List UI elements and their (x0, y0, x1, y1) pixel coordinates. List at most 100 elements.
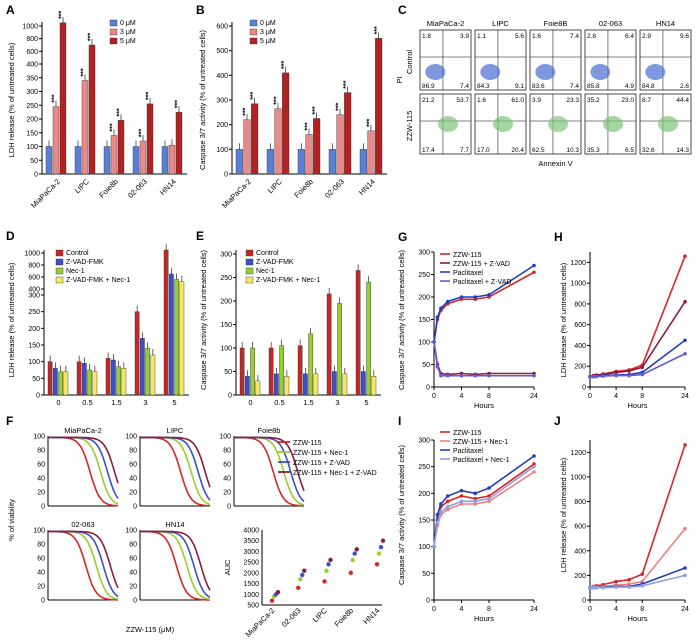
y-tick-label: 0 (34, 172, 38, 179)
legend-label: Paclitaxel (453, 448, 483, 455)
y-axis-title: LDH release (% of untreated cells) (559, 457, 568, 572)
data-point (487, 486, 491, 490)
category-label: Foie8b (333, 606, 356, 629)
bar (174, 279, 179, 396)
quadrant-value: 7.4 (460, 83, 469, 90)
x-tick-label: 0 (588, 606, 592, 613)
bar (116, 366, 121, 396)
bar (163, 249, 169, 396)
data-point (683, 351, 687, 356)
bar (344, 92, 352, 175)
auc-point (269, 598, 275, 603)
event-cloud (658, 116, 679, 132)
quadrant-value: 8.7 (642, 97, 651, 104)
y-tick-label: 1500 (243, 581, 259, 588)
series-line (589, 255, 686, 378)
data-point (683, 443, 687, 447)
significance-mark: *** (175, 100, 182, 108)
y-tick-label: 400 (574, 548, 586, 555)
y-tick-label: 250 (418, 464, 430, 471)
category-label: LIPC (266, 177, 285, 196)
category-label: 0.5 (82, 398, 92, 407)
bar (179, 281, 185, 396)
legend-label: ZZW-115 (293, 440, 322, 447)
category-label: LIPC (73, 177, 92, 196)
y-tick-label: 60 (37, 462, 45, 469)
x-tick-label: 24 (681, 606, 689, 613)
legend-swatch (55, 267, 64, 275)
legend-label: 5 μM (120, 38, 136, 45)
legend-label: 3 μM (260, 29, 276, 36)
bar (45, 146, 53, 175)
y-tick-label: 1000 (243, 592, 259, 599)
data-point (532, 454, 536, 458)
flow-plot-frame (474, 29, 527, 91)
quadrant-value: 85.8 (587, 83, 600, 90)
data-point (459, 499, 464, 504)
category-label: Foie8b (97, 177, 120, 200)
y-tick-label: 20 (37, 584, 45, 591)
legend-swatch (245, 276, 254, 284)
data-point (683, 254, 687, 258)
bar (92, 371, 98, 396)
significance-mark: *** (281, 61, 288, 69)
y-tick-label: 100 (33, 528, 45, 535)
y-tick-label: 50 (30, 158, 38, 165)
event-cloud (480, 64, 501, 80)
y-tick-label: 60 (129, 462, 137, 469)
quadrant-value: 2.8 (587, 33, 596, 40)
auc-point (324, 568, 329, 573)
y-tick-label: 500 (216, 48, 228, 55)
y-tick-label: 100 (216, 147, 228, 154)
legend-swatch (249, 37, 258, 45)
data-point (435, 315, 440, 320)
data-point (473, 502, 478, 506)
panel-letter-E: E (196, 229, 204, 243)
y-axis-title: LDH release (% of untreated cells) (7, 262, 16, 377)
bar (134, 311, 140, 396)
y-tick-label: 1000 (570, 281, 586, 288)
data-point (683, 338, 687, 343)
series-line (589, 444, 686, 589)
event-cloud (603, 116, 624, 132)
panel-letter-C: C (398, 3, 407, 17)
data-point (683, 573, 687, 578)
bar (274, 373, 279, 396)
y-axis-title: Caspase 3/7 activity (% of untreated cel… (199, 249, 208, 390)
x-tick-label: 24 (530, 606, 538, 613)
x-tick-label: 0 (432, 393, 436, 400)
significance-mark: *** (81, 68, 88, 76)
bar (266, 149, 274, 175)
bar (52, 106, 60, 175)
quadrant-value: 4.9 (625, 83, 634, 90)
y-tick-label: 60 (37, 556, 45, 563)
quadrant-value: 10.3 (566, 147, 579, 154)
data-point (627, 582, 631, 586)
bar (139, 140, 147, 175)
auc-point (378, 544, 384, 550)
panel-letter-H: H (554, 230, 563, 244)
category-label: 02-063 (280, 606, 303, 629)
legend-label: ZZW-115 + Z-VAD (293, 460, 350, 467)
data-point (601, 585, 605, 590)
bar (336, 114, 344, 175)
bar (87, 369, 92, 396)
y-tick-label: 250 (28, 309, 40, 316)
legend-swatch (55, 249, 64, 257)
y-tick-label: 300 (418, 438, 430, 445)
bar (313, 118, 321, 175)
category-label: 5 (172, 398, 176, 407)
data-point (640, 365, 645, 370)
bar (161, 146, 169, 175)
legend-label: 0 μM (260, 20, 276, 27)
auc-point (350, 557, 355, 563)
data-point (459, 295, 464, 299)
data-point (435, 520, 440, 525)
y-tick-label: 600 (26, 49, 38, 56)
data-point (532, 470, 536, 474)
legend-swatch (245, 258, 254, 266)
bar (255, 380, 261, 396)
panel-letter-D: D (6, 229, 15, 243)
y-tick-label: 500 (247, 603, 259, 610)
x-axis-title: Hours (474, 614, 494, 623)
